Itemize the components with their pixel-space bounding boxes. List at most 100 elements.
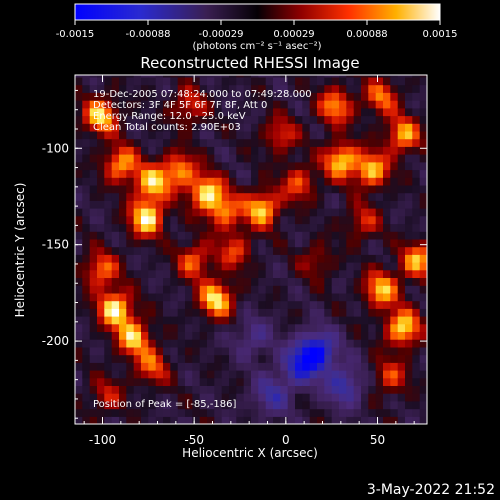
- image-pixel: [397, 161, 406, 171]
- image-pixel: [265, 385, 274, 394]
- image-pixel: [251, 339, 259, 348]
- image-pixel: [375, 269, 384, 278]
- image-pixel: [148, 76, 157, 86]
- image-pixel: [243, 154, 252, 163]
- image-pixel: [273, 231, 281, 240]
- image-pixel: [302, 76, 311, 86]
- image-pixel: [221, 254, 230, 263]
- image-pixel: [287, 316, 296, 325]
- image-pixel: [287, 177, 296, 186]
- image-pixel: [119, 354, 127, 363]
- image-pixel: [221, 331, 230, 340]
- image-pixel: [236, 316, 245, 325]
- image-pixel: [309, 385, 318, 394]
- image-pixel: [185, 146, 193, 155]
- image-pixel: [412, 177, 421, 186]
- image-pixel: [280, 154, 289, 163]
- image-pixel: [390, 400, 399, 410]
- image-pixel: [75, 416, 83, 424]
- image-pixel: [353, 262, 362, 271]
- image-pixel: [397, 416, 406, 424]
- image-pixel: [192, 130, 201, 140]
- image-pixel: [280, 316, 289, 325]
- image-pixel: [258, 285, 267, 294]
- image-pixel: [236, 208, 245, 217]
- image-pixel: [229, 246, 237, 255]
- image-pixel: [405, 339, 413, 348]
- image-pixel: [221, 84, 230, 93]
- image-pixel: [185, 177, 193, 186]
- image-pixel: [346, 385, 355, 394]
- image-pixel: [148, 123, 157, 132]
- image-pixel: [390, 262, 399, 271]
- image-pixel: [339, 130, 347, 140]
- image-pixel: [339, 154, 347, 163]
- image-pixel: [397, 200, 406, 209]
- image-pixel: [339, 200, 347, 209]
- image-pixel: [133, 292, 142, 302]
- image-pixel: [302, 169, 311, 178]
- image-pixel: [251, 292, 259, 302]
- image-pixel: [82, 408, 91, 417]
- image-pixel: [273, 254, 281, 263]
- image-pixel: [339, 223, 347, 232]
- image-pixel: [126, 184, 135, 194]
- image-pixel: [368, 169, 377, 178]
- image-pixel: [361, 215, 369, 225]
- image-pixel: [339, 285, 347, 294]
- image-pixel: [405, 76, 413, 86]
- image-pixel: [229, 169, 237, 178]
- image-pixel: [192, 92, 201, 101]
- image-pixel: [280, 323, 289, 332]
- image-pixel: [199, 161, 208, 171]
- image-pixel: [104, 208, 113, 217]
- image-pixel: [302, 362, 311, 371]
- image-pixel: [287, 238, 296, 248]
- image-pixel: [295, 346, 303, 356]
- image-pixel: [317, 100, 325, 109]
- image-pixel: [368, 161, 377, 171]
- image-pixel: [104, 408, 113, 417]
- image-pixel: [280, 416, 289, 424]
- image-pixel: [331, 377, 340, 386]
- image-pixel: [324, 246, 333, 255]
- image-pixel: [97, 130, 105, 140]
- image-pixel: [89, 75, 98, 78]
- image-pixel: [405, 92, 413, 101]
- image-pixel: [361, 138, 369, 147]
- image-pixel: [368, 346, 377, 356]
- image-pixel: [185, 254, 193, 263]
- image-pixel: [419, 269, 427, 278]
- image-pixel: [185, 215, 193, 225]
- image-pixel: [126, 277, 135, 286]
- image-pixel: [207, 400, 215, 410]
- image-pixel: [207, 115, 215, 124]
- image-pixel: [390, 100, 399, 109]
- image-pixel: [89, 154, 98, 163]
- image-pixel: [419, 316, 427, 325]
- image-pixel: [419, 339, 427, 348]
- image-pixel: [82, 107, 91, 117]
- image-pixel: [214, 262, 223, 271]
- image-pixel: [280, 223, 289, 232]
- image-pixel: [229, 285, 237, 294]
- image-pixel: [111, 385, 120, 394]
- image-pixel: [346, 100, 355, 109]
- image-pixel: [258, 308, 267, 317]
- image-pixel: [148, 393, 157, 402]
- image-pixel: [339, 277, 347, 286]
- image-pixel: [375, 385, 384, 394]
- image-pixel: [353, 362, 362, 371]
- image-pixel: [346, 354, 355, 363]
- image-pixel: [148, 400, 157, 410]
- peak-position-label: Position of Peak = [-85,-186]: [93, 399, 237, 410]
- image-pixel: [405, 154, 413, 163]
- image-pixel: [141, 161, 149, 171]
- image-pixel: [104, 177, 113, 186]
- image-pixel: [119, 75, 127, 78]
- image-pixel: [251, 208, 259, 217]
- image-pixel: [163, 316, 171, 325]
- image-pixel: [346, 339, 355, 348]
- image-pixel: [375, 308, 384, 317]
- image-pixel: [111, 362, 120, 371]
